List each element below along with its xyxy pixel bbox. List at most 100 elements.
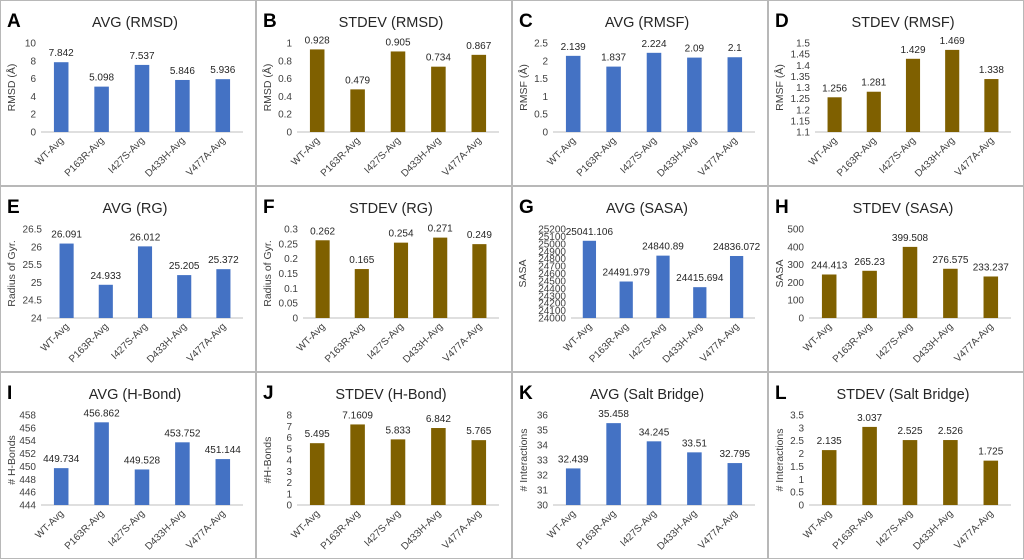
bar — [472, 244, 487, 318]
category-label: P163R-Avg — [67, 321, 111, 365]
category-label: V477A-Avg — [953, 321, 996, 364]
y-tick-label: 24800 — [538, 254, 566, 265]
category-label: V477A-Avg — [441, 135, 484, 178]
bar — [53, 468, 69, 505]
category-label: P163R-Avg — [323, 321, 367, 365]
y-tick-label: 3 — [286, 467, 292, 478]
y-tick-label: 0.2 — [278, 110, 292, 121]
category-label: WT-Avg — [290, 508, 323, 541]
data-label: 1.256 — [822, 83, 847, 94]
bar — [727, 57, 743, 132]
bar — [59, 243, 74, 318]
y-tick-label: 7 — [286, 422, 292, 433]
y-tick-label: 1 — [286, 489, 292, 500]
y-axis-label: SASA — [517, 259, 529, 287]
category-label: V477A-Avg — [953, 135, 996, 178]
category-label: WT-Avg — [290, 135, 323, 168]
y-tick-label: 25100 — [538, 232, 566, 243]
data-label: 244.413 — [811, 260, 848, 271]
y-tick-label: 34 — [537, 441, 549, 452]
y-tick-label: 0.3 — [284, 225, 298, 236]
data-label: 33.51 — [682, 438, 707, 449]
y-tick-label: 2 — [286, 478, 292, 489]
y-tick-label: 500 — [787, 225, 804, 236]
data-label: 5.765 — [466, 426, 491, 437]
category-label: D433H-Avg — [911, 321, 955, 365]
y-tick-label: 1.5 — [796, 39, 810, 50]
data-label: 1.469 — [940, 36, 965, 47]
bar-chart-svg: C AVG (RMSF) RMSF (Å) 0 0.5 1 1.5 2 2.5 2.139 WT-A… — [517, 11, 755, 180]
category-label: V477A-Avg — [441, 508, 484, 551]
bar — [983, 460, 999, 505]
chart-panel-f: F STDEV (RG) Radius of Gyr. 0 0.05 0.1 0.15 0.2… — [256, 186, 512, 372]
bar — [902, 246, 918, 318]
bar — [606, 66, 621, 132]
data-label: 5.833 — [385, 425, 410, 436]
data-label: 24840.89 — [642, 242, 684, 253]
data-label: 5.846 — [170, 66, 195, 77]
bar — [646, 52, 662, 132]
bar — [471, 54, 487, 132]
y-tick-label: 0 — [286, 128, 292, 139]
data-label: 2.1 — [728, 43, 742, 54]
y-tick-label: 0 — [292, 314, 298, 325]
data-label: 2.09 — [685, 44, 705, 55]
data-label: 0.867 — [466, 41, 491, 52]
data-label: 2.526 — [938, 426, 963, 437]
category-label: D433H-Avg — [661, 321, 705, 365]
bar — [862, 270, 877, 318]
category-label: P163R-Avg — [63, 135, 107, 179]
category-label: V477A-Avg — [697, 508, 740, 551]
data-label: 1.725 — [978, 447, 1003, 458]
category-label: WT-Avg — [562, 321, 595, 354]
y-tick-label: 200 — [787, 278, 804, 289]
y-tick-label: 456 — [19, 423, 36, 434]
y-tick-label: 1.3 — [796, 83, 810, 94]
bar — [94, 422, 109, 505]
bar — [216, 269, 231, 318]
category-label: I427S-Avg — [106, 508, 147, 549]
y-tick-label: 24600 — [538, 269, 566, 280]
category-label: P163R-Avg — [831, 321, 875, 365]
data-label: 24.933 — [91, 271, 122, 282]
data-label: 1.429 — [900, 45, 925, 56]
y-tick-label: 24500 — [538, 276, 566, 287]
category-label: I427S-Avg — [362, 508, 403, 549]
bar — [53, 62, 69, 132]
bar — [390, 51, 406, 132]
bar — [98, 284, 113, 318]
chart-panel-d: D STDEV (RMSF) RMSF (Å) 1.1 1.15 1.2 1.25 1.3 1.… — [768, 0, 1024, 186]
y-axis-label: Radius of Gyr. — [6, 240, 18, 307]
bar — [350, 89, 365, 132]
chart-title: STDEV (RG) — [349, 201, 433, 217]
y-axis-label: RMSD (Å) — [5, 64, 18, 112]
category-label: WT-Avg — [802, 508, 835, 541]
chart-title: AVG (RMSD) — [92, 15, 178, 31]
y-tick-label: 1.5 — [534, 74, 548, 85]
y-tick-label: 36 — [537, 411, 549, 422]
bar — [945, 49, 960, 132]
category-label: P163R-Avg — [588, 321, 632, 365]
data-label: 2.224 — [641, 39, 666, 50]
y-tick-label: 0.05 — [279, 299, 299, 310]
y-tick-label: 0.25 — [279, 239, 299, 250]
y-tick-label: 26 — [31, 242, 43, 253]
y-tick-label: 0 — [542, 128, 548, 139]
y-tick-label: 0.15 — [279, 269, 299, 280]
category-label: WT-Avg — [546, 508, 579, 541]
chart-panel-i: I AVG (H-Bond) # H-Bonds 444 446 448 450 452 454… — [0, 372, 256, 559]
bar — [431, 66, 446, 132]
chart-panel-j: J STDEV (H-Bond) #H-Bonds 0 1 2 3 4 5 6 7 8 5.495 WT-… — [256, 372, 512, 559]
y-tick-label: 24200 — [538, 299, 566, 310]
bar — [471, 440, 487, 505]
data-label: 24491.979 — [603, 268, 651, 279]
y-tick-label: 458 — [19, 411, 36, 422]
y-axis-label: # H-Bonds — [6, 435, 18, 485]
data-label: 7.842 — [49, 48, 74, 59]
bar — [393, 242, 409, 318]
panel-letter: F — [263, 197, 275, 218]
data-label: 7.537 — [129, 51, 154, 62]
bar-chart-svg: F STDEV (RG) Radius of Gyr. 0 0.05 0.1 0.15 0.2… — [262, 197, 499, 366]
